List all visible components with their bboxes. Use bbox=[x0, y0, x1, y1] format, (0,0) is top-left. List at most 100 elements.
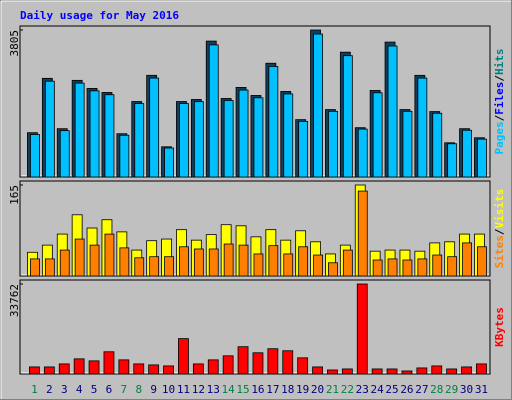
legend-separator: / bbox=[493, 114, 506, 121]
bar bbox=[372, 92, 383, 178]
bar bbox=[44, 80, 55, 178]
bar bbox=[313, 33, 323, 178]
bar bbox=[447, 256, 458, 277]
legend-separator: / bbox=[493, 228, 506, 235]
bar bbox=[178, 338, 189, 375]
bar bbox=[402, 259, 413, 277]
bar bbox=[237, 346, 249, 375]
bar bbox=[208, 248, 219, 277]
x-tick-label: 28 bbox=[430, 383, 443, 396]
bar bbox=[357, 128, 368, 178]
bar bbox=[149, 256, 160, 277]
bar bbox=[119, 247, 130, 277]
x-tick-label: 4 bbox=[76, 383, 83, 396]
bar bbox=[327, 369, 338, 375]
legend: Pages/Files/Hits bbox=[493, 49, 506, 155]
legend-separator: / bbox=[493, 75, 506, 82]
bar bbox=[223, 243, 234, 277]
x-tick-label: 10 bbox=[162, 383, 175, 396]
bar bbox=[401, 370, 413, 375]
bar bbox=[342, 55, 353, 178]
bar bbox=[193, 101, 204, 178]
bar bbox=[88, 360, 100, 375]
bar bbox=[268, 66, 279, 178]
bar bbox=[148, 364, 160, 375]
x-tick-label: 2 bbox=[46, 383, 53, 396]
x-tick-label: 11 bbox=[177, 383, 190, 396]
x-tick-label: 26 bbox=[400, 383, 413, 396]
bar bbox=[402, 110, 413, 178]
legend-entry: Pages bbox=[493, 121, 506, 154]
bar bbox=[432, 112, 443, 178]
bar bbox=[446, 368, 458, 375]
bar bbox=[386, 368, 398, 375]
y-tick-label: 33762 bbox=[8, 284, 21, 317]
bar bbox=[312, 366, 323, 375]
bar bbox=[164, 256, 174, 277]
bar bbox=[134, 257, 145, 277]
x-tick-label: 30 bbox=[460, 383, 473, 396]
bar bbox=[43, 366, 55, 375]
x-tick-label: 9 bbox=[150, 383, 157, 396]
x-tick-label: 15 bbox=[236, 383, 249, 396]
x-tick-label: 1 bbox=[31, 383, 38, 396]
bar bbox=[268, 245, 279, 277]
bar bbox=[30, 134, 40, 178]
bar bbox=[341, 368, 353, 375]
x-tick-label: 24 bbox=[371, 383, 385, 396]
bar bbox=[74, 82, 85, 178]
x-tick-label: 5 bbox=[91, 383, 98, 396]
bar bbox=[74, 238, 85, 277]
bar bbox=[431, 365, 443, 375]
bar bbox=[387, 258, 398, 277]
x-tick-label: 20 bbox=[311, 383, 324, 396]
bar bbox=[342, 249, 353, 277]
legend: KBytes bbox=[493, 307, 506, 347]
x-tick-label: 12 bbox=[192, 383, 205, 396]
x-tick-label: 8 bbox=[135, 383, 142, 396]
legend-entry: Hits bbox=[493, 49, 506, 76]
x-tick-label: 25 bbox=[385, 383, 398, 396]
bar bbox=[432, 254, 443, 277]
x-tick-label: 3 bbox=[61, 383, 68, 396]
bar bbox=[163, 365, 174, 375]
x-tick-label: 19 bbox=[296, 383, 309, 396]
bar bbox=[103, 351, 115, 375]
chart-title: Daily usage for May 2016 bbox=[20, 9, 179, 22]
x-tick-label: 21 bbox=[326, 383, 339, 396]
x-tick-label: 14 bbox=[222, 383, 236, 396]
bar bbox=[30, 258, 40, 277]
bar bbox=[222, 355, 234, 375]
bar bbox=[208, 44, 219, 178]
bar bbox=[118, 359, 130, 375]
bar bbox=[207, 359, 219, 375]
bar bbox=[417, 77, 428, 178]
legend-entry: Files bbox=[493, 82, 506, 115]
bar bbox=[164, 147, 174, 178]
bar bbox=[179, 103, 189, 178]
bar bbox=[461, 366, 472, 375]
bar bbox=[59, 249, 70, 277]
bar bbox=[253, 97, 264, 178]
bar bbox=[298, 120, 309, 178]
bar bbox=[119, 134, 130, 178]
bar bbox=[416, 367, 428, 375]
bar bbox=[179, 246, 189, 277]
bar bbox=[59, 130, 70, 178]
y-tick-label: 3805 bbox=[8, 30, 21, 57]
bar bbox=[44, 258, 55, 277]
x-tick-label: 22 bbox=[341, 383, 354, 396]
bar bbox=[476, 363, 487, 375]
x-tick-label: 29 bbox=[445, 383, 458, 396]
bar bbox=[462, 129, 472, 178]
bar bbox=[238, 89, 249, 178]
bar bbox=[462, 242, 472, 277]
bar bbox=[267, 348, 279, 375]
bar bbox=[133, 363, 145, 375]
bar bbox=[282, 350, 294, 375]
bar bbox=[477, 138, 487, 178]
x-tick-label: 17 bbox=[266, 383, 279, 396]
x-tick-label: 7 bbox=[121, 383, 128, 396]
bar bbox=[89, 90, 100, 178]
